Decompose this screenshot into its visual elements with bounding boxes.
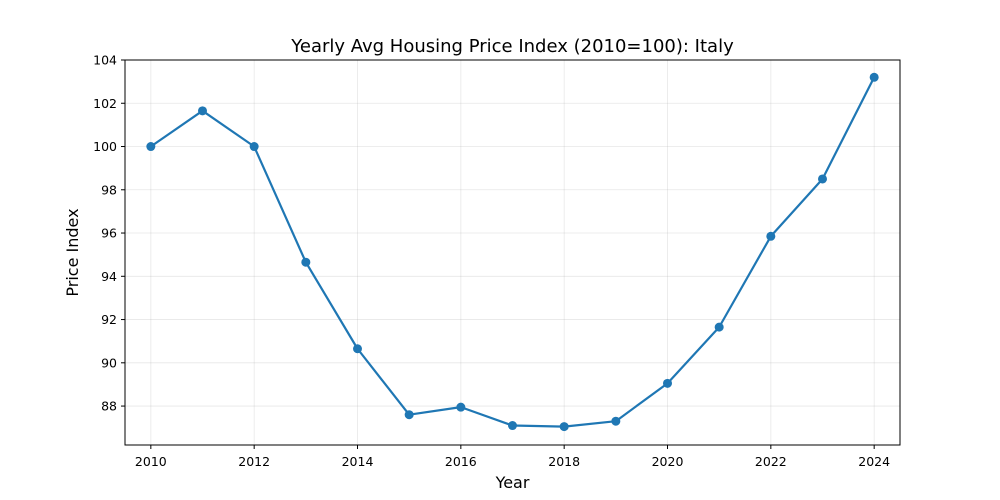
x-tick-label: 2018 bbox=[548, 454, 580, 469]
data-point bbox=[456, 402, 466, 412]
x-tick-label: 2014 bbox=[342, 454, 374, 469]
data-point bbox=[559, 422, 569, 432]
data-point bbox=[869, 72, 879, 82]
data-point bbox=[818, 174, 827, 184]
data-point bbox=[508, 421, 517, 431]
data-point bbox=[249, 142, 259, 152]
data-point bbox=[301, 257, 311, 267]
x-tick-label: 2012 bbox=[238, 454, 270, 469]
ticks: 2010 2012 2014 2016 2018 2020 2022 2024 88 90 92 94… bbox=[93, 53, 890, 470]
chart-title: Yearly Avg Housing Price Index (2010=100… bbox=[290, 36, 734, 57]
x-tick-label: 2022 bbox=[755, 454, 787, 469]
series-layer bbox=[146, 72, 879, 432]
y-tick-label: 100 bbox=[93, 139, 117, 154]
data-point bbox=[353, 344, 362, 354]
y-tick-label: 92 bbox=[101, 312, 117, 327]
y-tick-label: 102 bbox=[93, 96, 117, 111]
x-axis-label: Year bbox=[495, 473, 530, 492]
y-tick-label: 98 bbox=[101, 182, 117, 197]
x-tick-label: 2020 bbox=[652, 454, 684, 469]
data-point bbox=[404, 410, 414, 420]
y-tick-label: 94 bbox=[101, 269, 117, 284]
plot-frame bbox=[124, 59, 901, 446]
series-line bbox=[149, 76, 876, 428]
y-tick-label: 88 bbox=[101, 399, 117, 414]
data-point bbox=[714, 322, 724, 332]
x-tick-label: 2016 bbox=[445, 454, 477, 469]
data-point bbox=[146, 142, 156, 152]
x-tick-label: 2024 bbox=[858, 454, 890, 469]
grid bbox=[125, 59, 900, 445]
data-point bbox=[198, 106, 207, 116]
data-point bbox=[611, 416, 621, 426]
x-tick-label: 2010 bbox=[135, 454, 167, 469]
y-tick-label: 90 bbox=[101, 355, 117, 370]
y-tick-label: 96 bbox=[101, 226, 117, 241]
data-point bbox=[766, 231, 776, 241]
data-point bbox=[663, 378, 672, 388]
y-tick-label: 104 bbox=[93, 53, 117, 68]
y-axis-label: Price Index bbox=[63, 208, 82, 296]
